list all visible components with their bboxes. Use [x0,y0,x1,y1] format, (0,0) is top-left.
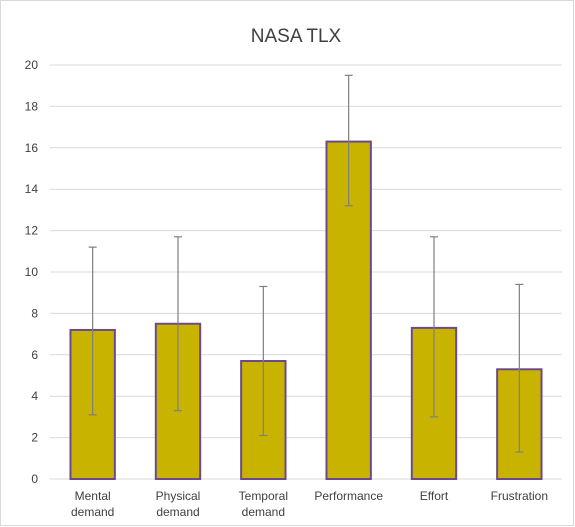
y-tick-label: 10 [25,265,39,279]
y-axis-tick-labels: 0 2 4 6 8 10 12 14 16 18 20 [25,58,39,486]
y-tick-label: 16 [25,141,39,155]
category-label: Frustration [491,489,548,503]
category-label-line: demand [242,505,285,519]
category-label-line: Effort [420,489,449,503]
category-label-line: Temporal [239,489,288,503]
y-tick-label: 8 [31,306,38,320]
error-bars [88,74,524,453]
category-label-line: Frustration [491,489,548,503]
category-label-line: demand [71,505,114,519]
category-label: Physical demand [156,489,201,519]
x-axis-category-labels: Mental demand Physical demand Temporal demand… [71,489,548,519]
y-tick-label: 12 [25,224,39,238]
chart-title: NASA TLX [251,26,342,47]
y-tick-label: 4 [31,389,38,403]
category-label: Temporal demand [239,489,288,519]
category-label: Mental demand [71,489,114,519]
category-label-line: demand [156,505,199,519]
category-label-line: Performance [314,489,383,503]
category-label-line: Mental [75,489,111,503]
category-label: Performance [314,489,383,503]
category-label-line: Physical [156,489,201,503]
category-label: Effort [420,489,449,503]
y-tick-label: 18 [25,99,39,113]
y-tick-label: 2 [31,431,38,445]
bars [69,140,543,481]
y-tick-label: 0 [31,472,38,486]
y-tick-label: 14 [25,182,39,196]
gridlines [50,64,562,480]
y-tick-label: 20 [25,58,39,72]
y-tick-label: 6 [31,348,38,362]
